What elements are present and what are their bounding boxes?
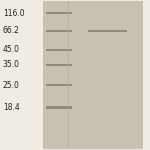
Bar xyxy=(88,30,127,32)
Bar xyxy=(46,106,72,109)
Bar xyxy=(46,12,72,15)
Text: 45.0: 45.0 xyxy=(3,45,20,54)
Bar xyxy=(43,1,143,149)
Text: 25.0: 25.0 xyxy=(3,81,20,90)
Bar xyxy=(46,49,72,51)
Text: 18.4: 18.4 xyxy=(3,103,20,112)
Text: 35.0: 35.0 xyxy=(3,60,20,69)
Text: 116.0: 116.0 xyxy=(3,9,24,18)
Bar xyxy=(46,84,72,87)
Bar xyxy=(46,64,72,66)
Text: 66.2: 66.2 xyxy=(3,26,20,35)
Bar xyxy=(46,30,72,32)
